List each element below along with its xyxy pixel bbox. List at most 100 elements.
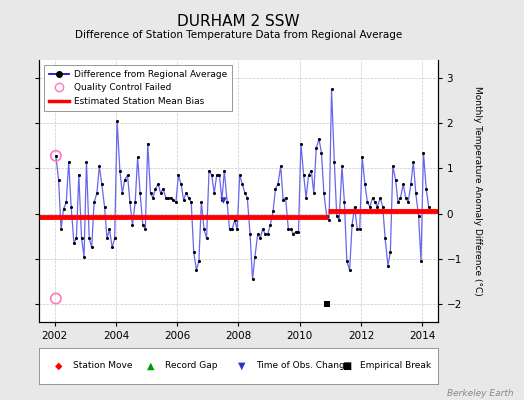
Text: Difference of Station Temperature Data from Regional Average: Difference of Station Temperature Data f… <box>75 30 402 40</box>
Point <box>411 190 420 196</box>
Point <box>254 231 262 237</box>
Point <box>219 197 227 203</box>
Point <box>80 253 88 260</box>
Point <box>154 181 162 188</box>
Point <box>320 190 328 196</box>
Point <box>128 222 137 228</box>
Point <box>126 199 134 206</box>
Point <box>121 176 129 183</box>
Text: ▲: ▲ <box>147 361 155 371</box>
Point <box>210 190 219 196</box>
Point <box>315 136 323 142</box>
Point <box>417 258 425 264</box>
Point <box>54 176 63 183</box>
Point <box>167 194 175 201</box>
Text: ▼: ▼ <box>238 361 246 371</box>
Point <box>123 172 132 178</box>
Point <box>399 181 408 188</box>
Point <box>134 154 142 160</box>
Point <box>328 86 336 92</box>
Text: Station Move: Station Move <box>73 362 133 370</box>
Point <box>131 199 139 206</box>
Point <box>289 231 298 237</box>
Point <box>269 208 277 214</box>
Point <box>368 194 377 201</box>
Point <box>345 267 354 273</box>
Point <box>251 253 259 260</box>
Text: Record Gap: Record Gap <box>165 362 217 370</box>
Point <box>323 301 332 307</box>
Point <box>108 244 116 251</box>
Point <box>208 172 216 178</box>
Point <box>90 199 99 206</box>
Point <box>64 158 73 165</box>
Point <box>373 204 381 210</box>
Point <box>141 226 149 232</box>
Point <box>363 199 372 206</box>
Point <box>307 168 315 174</box>
Point <box>215 172 224 178</box>
Point <box>101 204 109 210</box>
Point <box>300 172 308 178</box>
Point <box>333 213 341 219</box>
Point <box>169 197 178 203</box>
Point <box>325 217 333 224</box>
Point <box>139 222 147 228</box>
Point <box>93 190 101 196</box>
Point <box>212 172 221 178</box>
Point <box>389 163 397 169</box>
Point <box>271 186 280 192</box>
Point <box>243 194 252 201</box>
Point <box>103 235 111 242</box>
Point <box>312 145 320 151</box>
Point <box>177 181 185 188</box>
Point <box>174 172 182 178</box>
Point <box>220 168 228 174</box>
Text: ◆: ◆ <box>55 361 63 371</box>
Point <box>62 199 70 206</box>
Point <box>144 140 152 147</box>
Point <box>151 186 160 192</box>
Point <box>78 235 86 242</box>
Point <box>277 163 285 169</box>
Point <box>281 194 290 201</box>
Point <box>217 197 226 203</box>
Point <box>172 199 180 206</box>
Point <box>358 154 366 160</box>
Point <box>279 197 287 203</box>
Point <box>353 226 362 232</box>
Point <box>228 226 236 232</box>
Point <box>274 181 282 188</box>
Point <box>205 168 213 174</box>
Point <box>192 267 201 273</box>
Point <box>335 217 343 224</box>
Point <box>366 204 374 210</box>
Point <box>256 235 265 242</box>
Point <box>52 295 60 302</box>
Point <box>200 226 209 232</box>
Point <box>376 194 385 201</box>
Point <box>118 190 126 196</box>
Y-axis label: Monthly Temperature Anomaly Difference (°C): Monthly Temperature Anomaly Difference (… <box>473 86 482 296</box>
Point <box>422 186 430 192</box>
Point <box>111 235 119 242</box>
Point <box>304 172 313 178</box>
Point <box>264 231 272 237</box>
Point <box>287 226 295 232</box>
Point <box>297 140 305 147</box>
Point <box>82 158 91 165</box>
Point <box>351 204 359 210</box>
Point <box>378 204 387 210</box>
Point <box>161 194 170 201</box>
Point <box>136 190 144 196</box>
Point <box>292 228 300 235</box>
Point <box>238 181 247 188</box>
Point <box>384 262 392 269</box>
Point <box>184 194 193 201</box>
Point <box>330 158 339 165</box>
Point <box>261 231 269 237</box>
Point <box>105 226 114 232</box>
Point <box>52 152 60 159</box>
Point <box>322 213 331 219</box>
Point <box>427 208 435 214</box>
